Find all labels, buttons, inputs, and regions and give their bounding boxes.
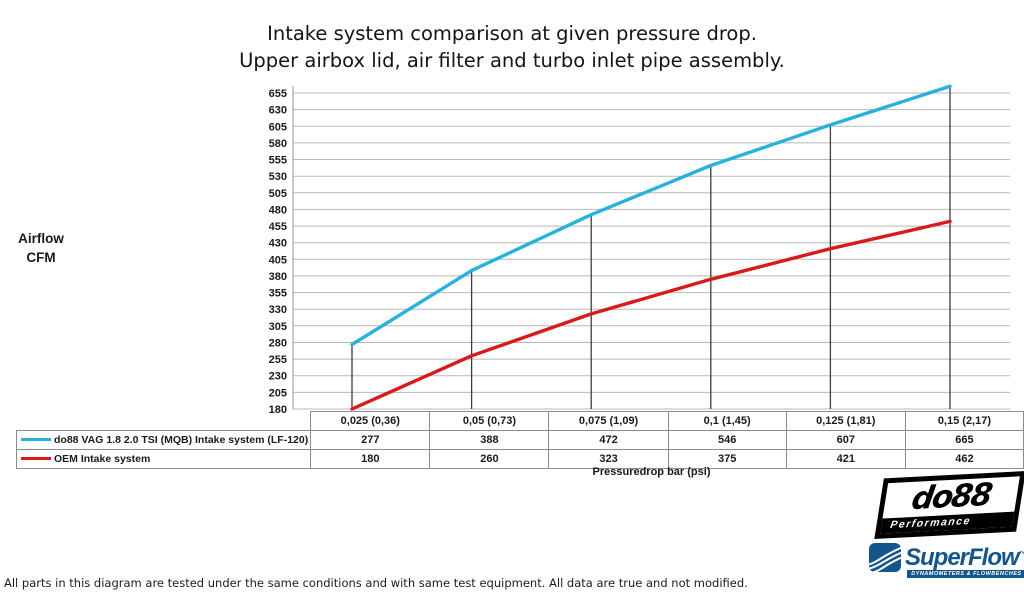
y-axis-label-line2: CFM: [26, 250, 56, 265]
value-cell: 323: [548, 449, 669, 469]
series-row-oem: OEM Intake system 180 260 323 375 421 46…: [15, 449, 1024, 469]
legend-line-swatch-do88: [21, 437, 51, 441]
svg-text:505: 505: [269, 188, 287, 200]
svg-text:255: 255: [269, 354, 287, 366]
value-cell: 277: [310, 430, 431, 450]
value-cell: 665: [904, 430, 1024, 450]
svg-text:455: 455: [269, 221, 287, 233]
legend-cell-do88: do88 VAG 1.8 2.0 TSI (MQB) Intake system…: [15, 430, 312, 450]
value-cell: 421: [785, 449, 906, 469]
value-cell: 462: [904, 449, 1024, 469]
x-label: 0,025 (0,36): [310, 411, 431, 431]
svg-text:380: 380: [269, 271, 287, 283]
do88-logo: do88 Performance: [874, 470, 1024, 540]
chart-title-line1: Intake system comparison at given pressu…: [267, 22, 757, 45]
value-cell: 180: [310, 449, 431, 469]
superflow-logo: SuperFlow™ DYNAMOMETERS & FLOWBENCHES: [869, 543, 1024, 578]
svg-text:330: 330: [269, 304, 287, 316]
value-cell: 388: [429, 430, 550, 450]
value-cell: 260: [429, 449, 550, 469]
superflow-logo-text: SuperFlow™: [905, 543, 1024, 570]
legend-label-oem: OEM Intake system: [54, 453, 151, 465]
svg-text:430: 430: [269, 238, 287, 250]
legend-label-do88: do88 VAG 1.8 2.0 TSI (MQB) Intake system…: [54, 434, 309, 446]
svg-text:180: 180: [269, 404, 287, 415]
footer-disclaimer: All parts in this diagram are tested und…: [4, 576, 748, 590]
x-label: 0,125 (1,81): [785, 411, 906, 431]
svg-text:405: 405: [269, 254, 287, 266]
y-axis-label: Airflow CFM: [8, 229, 74, 267]
svg-text:305: 305: [269, 321, 287, 333]
chart-title-line2: Upper airbox lid, air filter and turbo i…: [239, 49, 785, 72]
x-label: 0,1 (1,45): [667, 411, 787, 431]
svg-text:530: 530: [269, 171, 287, 183]
chart-title: Intake system comparison at given pressu…: [0, 20, 1024, 74]
svg-text:605: 605: [269, 121, 287, 133]
value-cell: 546: [667, 430, 787, 450]
value-cell: 472: [548, 430, 669, 450]
svg-text:480: 480: [269, 204, 287, 216]
svg-text:230: 230: [269, 371, 287, 383]
data-table: 0,025 (0,36) 0,05 (0,73) 0,075 (1,09) 0,…: [15, 411, 1024, 469]
superflow-text-block: SuperFlow™ DYNAMOMETERS & FLOWBENCHES: [905, 543, 1024, 578]
y-axis-label-line1: Airflow: [18, 231, 64, 246]
svg-text:655: 655: [269, 88, 287, 100]
trademark-mark: ™: [1019, 551, 1024, 558]
superflow-logo-subtitle: DYNAMOMETERS & FLOWBENCHES: [907, 570, 1024, 578]
x-label: 0,075 (1,09): [548, 411, 669, 431]
svg-text:555: 555: [269, 155, 287, 167]
svg-text:280: 280: [269, 338, 287, 350]
svg-text:630: 630: [269, 105, 287, 117]
x-axis-title: Pressuredrop bar (psi): [592, 466, 711, 478]
svg-text:205: 205: [269, 387, 287, 399]
table-corner-empty: [17, 412, 311, 431]
series-row-do88: do88 VAG 1.8 2.0 TSI (MQB) Intake system…: [15, 430, 1024, 450]
line-chart-plot: 180 205 230 255 280 305 330 355 380 405 430 455 480 5…: [269, 84, 1010, 415]
value-cell: 607: [785, 430, 906, 450]
legend-cell-oem: OEM Intake system: [15, 449, 312, 469]
legend-line-swatch-oem: [21, 456, 51, 460]
superflow-waves-icon: [869, 543, 901, 572]
x-labels-row: 0,025 (0,36) 0,05 (0,73) 0,075 (1,09) 0,…: [17, 411, 1024, 431]
svg-text:580: 580: [269, 138, 287, 150]
x-label: 0,15 (2,17): [904, 411, 1024, 431]
x-label: 0,05 (0,73): [429, 411, 550, 431]
svg-text:355: 355: [269, 288, 287, 300]
